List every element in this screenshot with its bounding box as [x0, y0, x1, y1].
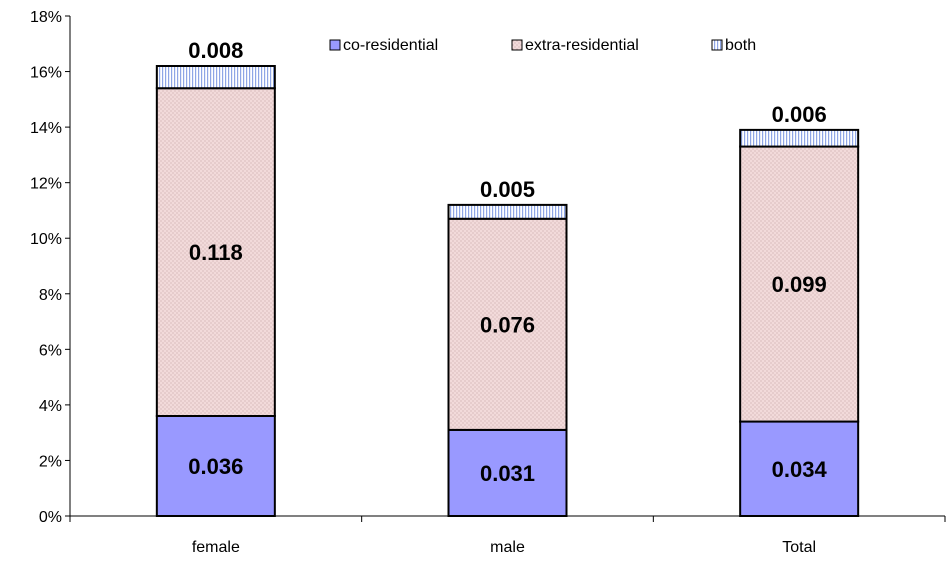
- bar-extra-residential-total: [739, 145, 860, 423]
- y-tick-label: 16%: [30, 65, 62, 82]
- legend-swatch: [329, 39, 341, 51]
- data-label: 0.034: [772, 457, 828, 482]
- y-tick-label: 4%: [39, 398, 62, 415]
- y-tick-label: 2%: [39, 453, 62, 470]
- legend-label: extra-residential: [525, 37, 639, 54]
- data-label: 0.031: [480, 461, 535, 486]
- data-label: 0.118: [189, 240, 243, 265]
- legend-swatch: [711, 39, 723, 51]
- bars: [155, 65, 860, 517]
- legend-label: co-residential: [343, 37, 438, 54]
- bar-both-male: [447, 203, 568, 220]
- data-label: 0.008: [188, 38, 243, 63]
- legend: co-residential extra-residential both: [329, 37, 756, 54]
- bar-extra-residential-female: [155, 87, 276, 417]
- y-tick-label: 10%: [30, 231, 62, 248]
- bar-co-residential-female: [155, 415, 276, 517]
- bar-co-residential-total: [739, 420, 860, 517]
- data-label: 0.006: [772, 102, 827, 127]
- bar-extra-residential-male: [447, 217, 568, 431]
- data-label: 0.005: [480, 177, 535, 202]
- y-tick-label: 8%: [39, 287, 62, 304]
- bar-co-residential-male: [447, 428, 568, 517]
- y-tick-label: 18%: [30, 9, 62, 26]
- y-tick-label: 6%: [39, 342, 62, 359]
- y-tick-label: 12%: [30, 176, 62, 193]
- x-tick-label: female: [192, 539, 240, 556]
- bar-both-female: [155, 65, 276, 90]
- x-tick-label: Total: [782, 539, 816, 556]
- data-label: 0.036: [188, 454, 243, 479]
- data-labels: 0.036 0.118 0.008 0.031 0.076 0.005 0.034 0.099…: [188, 38, 827, 486]
- legend-label: both: [725, 37, 756, 54]
- legend-swatch: [511, 39, 523, 51]
- y-tick-label: 14%: [30, 120, 62, 137]
- y-tick-label: 0%: [39, 509, 62, 526]
- data-label: 0.076: [480, 312, 535, 337]
- x-tick-label: male: [490, 539, 525, 556]
- data-label: 0.099: [772, 272, 827, 297]
- bar-both-total: [739, 128, 860, 148]
